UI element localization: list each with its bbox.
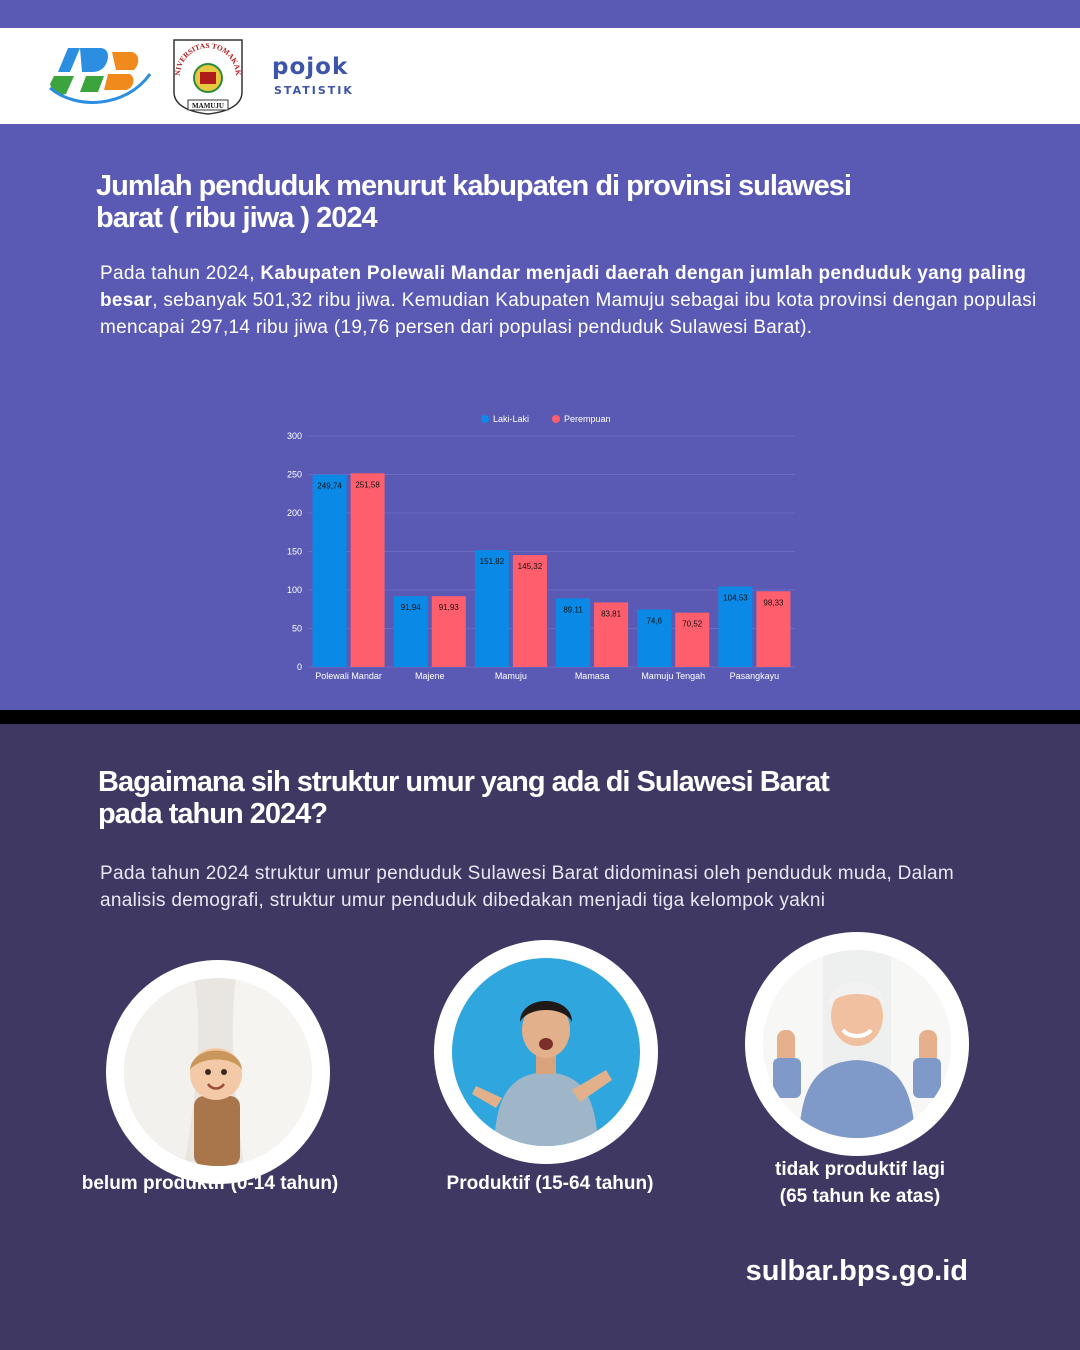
population-paragraph: Pada tahun 2024, Kabupaten Polewali Mand… <box>100 260 1050 341</box>
population-title: Jumlah penduduk menurut kabupaten di pro… <box>96 170 852 234</box>
data-label: 251,58 <box>355 480 380 489</box>
para-lead: Pada tahun 2024, <box>100 263 261 284</box>
age-structure-paragraph: Pada tahun 2024 struktur umur penduduk S… <box>100 863 955 911</box>
x-tick-label: Mamasa <box>575 671 610 681</box>
bar-perempuan <box>350 473 385 667</box>
para-rest: , sebanyak 501,32 ribu jiwa. Kemudian Ka… <box>100 290 1037 338</box>
data-label: 249,74 <box>317 482 342 491</box>
y-tick-label: 300 <box>287 431 302 441</box>
data-label: 151,82 <box>480 557 505 566</box>
bar-laki-laki <box>393 596 428 667</box>
y-tick-label: 100 <box>287 585 302 595</box>
elderly-man-photo <box>763 950 951 1138</box>
y-tick-label: 200 <box>287 508 302 518</box>
pojok-sub: STATISTIK <box>274 84 354 97</box>
bar-laki-laki <box>637 609 672 667</box>
bar-perempuan <box>594 602 629 667</box>
elderly-label-line2: (65 tahun ke atas) <box>779 1186 941 1207</box>
data-label: 104,53 <box>723 594 748 603</box>
productive-label: Produktif (15-64 tahun) <box>446 1173 654 1194</box>
section-divider <box>0 710 1080 724</box>
x-tick-label: Majene <box>415 671 445 681</box>
bar-perempuan <box>431 596 466 667</box>
legend-marker <box>552 415 560 423</box>
website-link[interactable]: sulbar.bps.go.id <box>745 1255 968 1287</box>
x-tick-label: Pasangkayu <box>730 671 780 681</box>
data-label: 89,11 <box>563 605 583 614</box>
bps-logo <box>49 48 152 104</box>
elderly-man-photo-frame <box>745 932 969 1156</box>
y-tick-label: 50 <box>292 624 302 634</box>
population-bar-chart: 0 50 100 150 200 250 300 249,74 251,58 Polewali M… <box>287 414 795 681</box>
bar-perempuan <box>675 612 710 667</box>
universitas-tomakaka-logo: UNIVERSITAS TOMAKAKA MAMUJU <box>168 36 243 115</box>
bar-laki-laki <box>474 550 509 667</box>
young-man-photo <box>452 958 640 1146</box>
legend-label: Laki-Laki <box>493 414 529 424</box>
y-tick-label: 150 <box>287 547 302 557</box>
pojok-word: pojok <box>272 54 349 80</box>
child-photo <box>124 978 312 1166</box>
legend-label: Perempuan <box>564 414 611 424</box>
age-structure-title: Bagaimana sih struktur umur yang ada di … <box>98 766 830 830</box>
pojok-statistik-logo: pojok STATISTIK <box>272 54 372 100</box>
data-label: 74,6 <box>646 617 662 626</box>
bar-laki-laki <box>556 598 591 667</box>
data-label: 70,52 <box>682 620 703 629</box>
data-label: 145,32 <box>518 562 543 571</box>
data-label: 91,94 <box>401 603 422 612</box>
x-tick-label: Polewali Mandar <box>315 671 382 681</box>
bar-perempuan <box>756 591 791 667</box>
bar-perempuan <box>512 555 547 667</box>
x-tick-label: Mamuju <box>495 671 527 681</box>
unproductive-young-label: belum produktif (0-14 tahun) <box>81 1173 339 1194</box>
bar-laki-laki <box>718 586 753 667</box>
y-tick-label: 0 <box>297 662 302 672</box>
data-label: 98,33 <box>763 598 784 607</box>
header-bar: UNIVERSITAS TOMAKAKA MAMUJU pojok STATIS… <box>0 28 1080 124</box>
child-photo-frame <box>106 960 330 1184</box>
univ-seal-city: MAMUJU <box>192 102 224 110</box>
bar-laki-laki <box>312 474 347 667</box>
legend-marker <box>481 415 489 423</box>
top-strip <box>0 0 1080 28</box>
para-bold: Kabupaten Polewali Mandar menjadi daerah… <box>100 263 1027 311</box>
y-tick-label: 250 <box>287 470 302 480</box>
elderly-label-line1: tidak produktif lagi <box>775 1159 945 1180</box>
elderly-label: tidak produktif lagi (65 tahun ke atas) <box>720 1156 1000 1210</box>
young-man-photo-frame <box>434 940 658 1164</box>
data-label: 91,93 <box>439 603 460 612</box>
data-label: 83,81 <box>601 609 622 618</box>
x-tick-label: Mamuju Tengah <box>641 671 705 681</box>
